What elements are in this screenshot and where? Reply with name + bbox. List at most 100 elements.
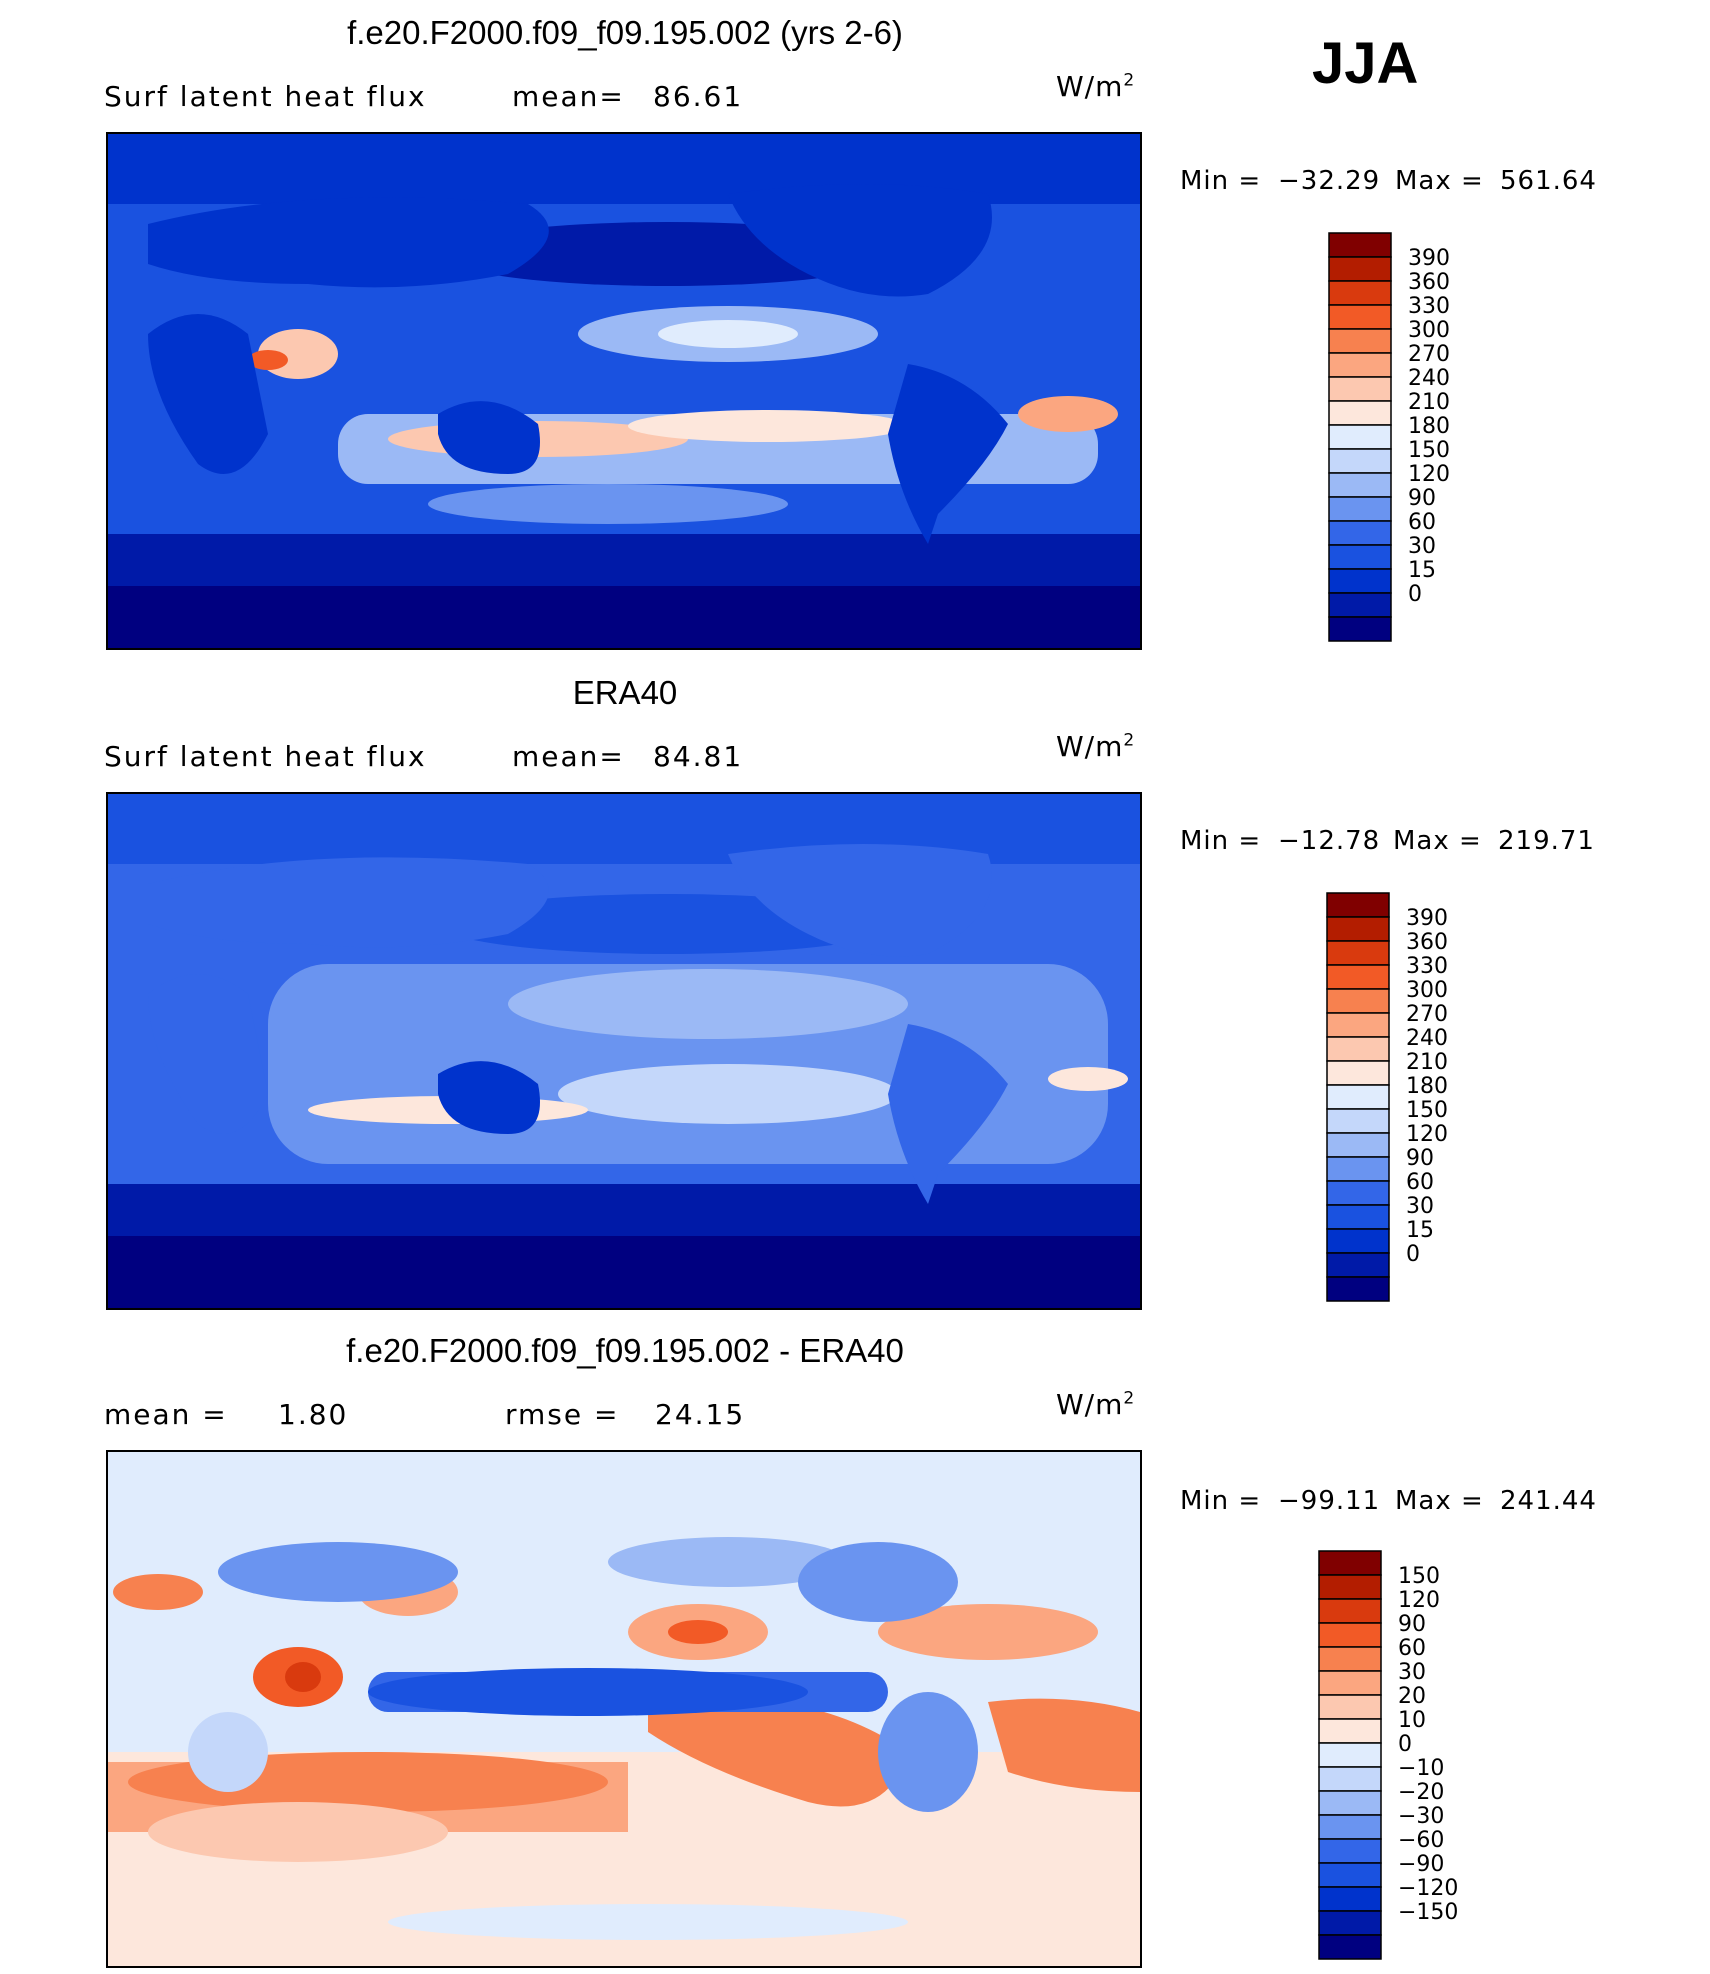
colorbar-label: −10 <box>1398 1756 1444 1781</box>
units-exp: 2 <box>1123 730 1136 751</box>
colorbar-segment <box>1328 616 1392 642</box>
colorbar-label: 0 <box>1408 582 1422 607</box>
colorbar-segment <box>1326 1132 1390 1158</box>
colorbar-segment <box>1318 1814 1382 1840</box>
colorbar-segment <box>1328 592 1392 618</box>
colorbar-label: 150 <box>1398 1564 1440 1589</box>
colorbar-label: −20 <box>1398 1780 1444 1805</box>
panel2-map <box>106 792 1142 1310</box>
panel3-mean-label: mean = <box>104 1398 228 1431</box>
colorbar-segment <box>1326 1060 1390 1086</box>
colorbar-label: 330 <box>1408 294 1450 319</box>
colorbar-label: 330 <box>1406 954 1448 979</box>
colorbar-segment <box>1318 1550 1382 1576</box>
colorbar-segment <box>1328 568 1392 594</box>
panel3-min-value: −99.11 <box>1278 1486 1381 1516</box>
colorbar-segment <box>1328 496 1392 522</box>
colorbar-segment <box>1318 1670 1382 1696</box>
colorbar-label: 120 <box>1398 1588 1440 1613</box>
colorbar-segment <box>1328 544 1392 570</box>
units-base: W/m <box>1056 70 1124 103</box>
colorbar-label: −30 <box>1398 1804 1444 1829</box>
panel3-max-value: 241.44 <box>1500 1486 1597 1516</box>
panel3-min-label: Min = <box>1180 1486 1262 1516</box>
panel2-mean-label: mean= <box>512 740 625 773</box>
colorbar-segment <box>1326 1276 1390 1302</box>
season-label: JJA <box>1312 31 1419 96</box>
colorbar-segment <box>1318 1646 1382 1672</box>
panel1-max-label: Max = <box>1395 166 1484 196</box>
colorbar-segment <box>1326 940 1390 966</box>
colorbar-segment <box>1326 1228 1390 1254</box>
colorbar-label: 300 <box>1408 318 1450 343</box>
panel3-rmse-value: 24.15 <box>655 1398 746 1431</box>
panel2-colorbar: 390 360 330 300 270 240 210 180 150 120 90 60 30 15 0 <box>1326 892 1546 1308</box>
panel3-title: f.e20.F2000.f09_f09.195.002 - ERA40 <box>346 1332 904 1369</box>
panel1-min-value: −32.29 <box>1278 166 1381 196</box>
panel2-mean-value: 84.81 <box>653 740 744 773</box>
colorbar-segment <box>1328 256 1392 282</box>
panel2-max-value: 219.71 <box>1498 826 1595 856</box>
colorbar-segment <box>1326 1156 1390 1182</box>
colorbar-segment <box>1328 376 1392 402</box>
colorbar-segment <box>1328 232 1392 258</box>
colorbar-label: −150 <box>1398 1900 1458 1925</box>
colorbar-segment <box>1318 1694 1382 1720</box>
colorbar-segment <box>1328 520 1392 546</box>
colorbar-segment <box>1326 1084 1390 1110</box>
colorbar-segment <box>1326 1108 1390 1134</box>
colorbar-label: 120 <box>1408 462 1450 487</box>
colorbar-label: 10 <box>1398 1708 1426 1733</box>
colorbar-label: 240 <box>1408 366 1450 391</box>
panel2-min-label: Min = <box>1180 826 1262 856</box>
colorbar-segment <box>1328 328 1392 354</box>
colorbar-segment <box>1328 424 1392 450</box>
panel1-units: W/m2 <box>1056 70 1135 103</box>
colorbar-label: 210 <box>1406 1050 1448 1075</box>
colorbar-label: 300 <box>1406 978 1448 1003</box>
colorbar-segment <box>1326 1180 1390 1206</box>
colorbar-segment <box>1318 1718 1382 1744</box>
units-base: W/m <box>1056 730 1124 763</box>
colorbar-label: 20 <box>1398 1684 1426 1709</box>
units-exp: 2 <box>1123 1388 1136 1409</box>
colorbar-segment <box>1318 1910 1382 1936</box>
colorbar-segment <box>1328 352 1392 378</box>
panel1-map <box>106 132 1142 650</box>
colorbar-label: −120 <box>1398 1876 1458 1901</box>
colorbar-segment <box>1318 1766 1382 1792</box>
colorbar-label: 15 <box>1408 558 1436 583</box>
panel3-map <box>106 1450 1142 1968</box>
colorbar-segment <box>1318 1886 1382 1912</box>
colorbar-segment <box>1318 1574 1382 1600</box>
panel2-max-label: Max = <box>1393 826 1482 856</box>
panel1-variable: Surf latent heat flux <box>104 80 427 113</box>
units-exp: 2 <box>1123 70 1136 91</box>
colorbar-segment <box>1318 1790 1382 1816</box>
panel2-min-value: −12.78 <box>1278 826 1381 856</box>
colorbar-segment <box>1318 1862 1382 1888</box>
colorbar-segment <box>1326 988 1390 1014</box>
colorbar-label: 240 <box>1406 1026 1448 1051</box>
colorbar-label: 360 <box>1406 930 1448 955</box>
colorbar-segment <box>1318 1934 1382 1960</box>
colorbar-label: 30 <box>1406 1194 1434 1219</box>
colorbar-label: 360 <box>1408 270 1450 295</box>
colorbar-segment <box>1326 1012 1390 1038</box>
colorbar-label: 90 <box>1398 1612 1426 1637</box>
colorbar-segment <box>1328 400 1392 426</box>
colorbar-segment <box>1326 964 1390 990</box>
colorbar-label: 150 <box>1406 1098 1448 1123</box>
panel1-max-value: 561.64 <box>1500 166 1597 196</box>
panel3-units: W/m2 <box>1056 1388 1135 1421</box>
colorbar-segment <box>1326 1036 1390 1062</box>
panel3-max-label: Max = <box>1395 1486 1484 1516</box>
colorbar-label: 30 <box>1408 534 1436 559</box>
colorbar-label: −90 <box>1398 1852 1444 1877</box>
colorbar-segment <box>1318 1838 1382 1864</box>
colorbar-segment <box>1328 304 1392 330</box>
colorbar-segment <box>1326 1252 1390 1278</box>
colorbar-label: 210 <box>1408 390 1450 415</box>
